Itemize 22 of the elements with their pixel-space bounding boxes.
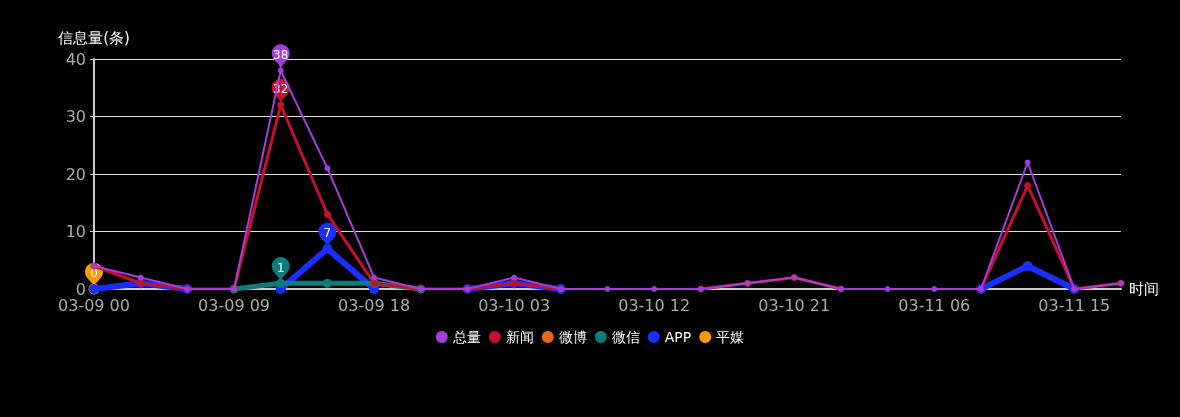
y-tick-label: 10 xyxy=(65,222,86,241)
x-tick-label: 03-11 06 xyxy=(898,295,971,315)
legend-label: 总量 xyxy=(451,329,481,345)
x-axis-title: 时间 xyxy=(1129,280,1159,298)
x-tick-label: 03-10 03 xyxy=(478,295,551,315)
y-tick-label: 20 xyxy=(65,164,86,184)
y-tick-label: 30 xyxy=(65,107,86,126)
y-tick-label: 40 xyxy=(65,49,86,69)
data-label: 38 xyxy=(273,47,289,62)
legend-label: 新闻 xyxy=(505,329,534,345)
y-axis-title: 信息量(条) xyxy=(58,28,130,47)
legend-label: 微博 xyxy=(558,329,587,345)
x-tick-label: 03-09 09 xyxy=(198,295,271,315)
legend-label: 微信 xyxy=(611,329,640,345)
x-tick-label: 03-11 15 xyxy=(1038,295,1111,315)
legend-label: 平媒 xyxy=(716,329,745,345)
data-label: 1 xyxy=(276,260,285,275)
x-tick-label: 03-09 18 xyxy=(338,295,411,315)
x-tick-label: 03-10 21 xyxy=(758,295,831,315)
data-label: 7 xyxy=(323,226,332,241)
legend-label: APP xyxy=(664,329,692,345)
x-tick-label: 03-10 12 xyxy=(618,295,691,315)
